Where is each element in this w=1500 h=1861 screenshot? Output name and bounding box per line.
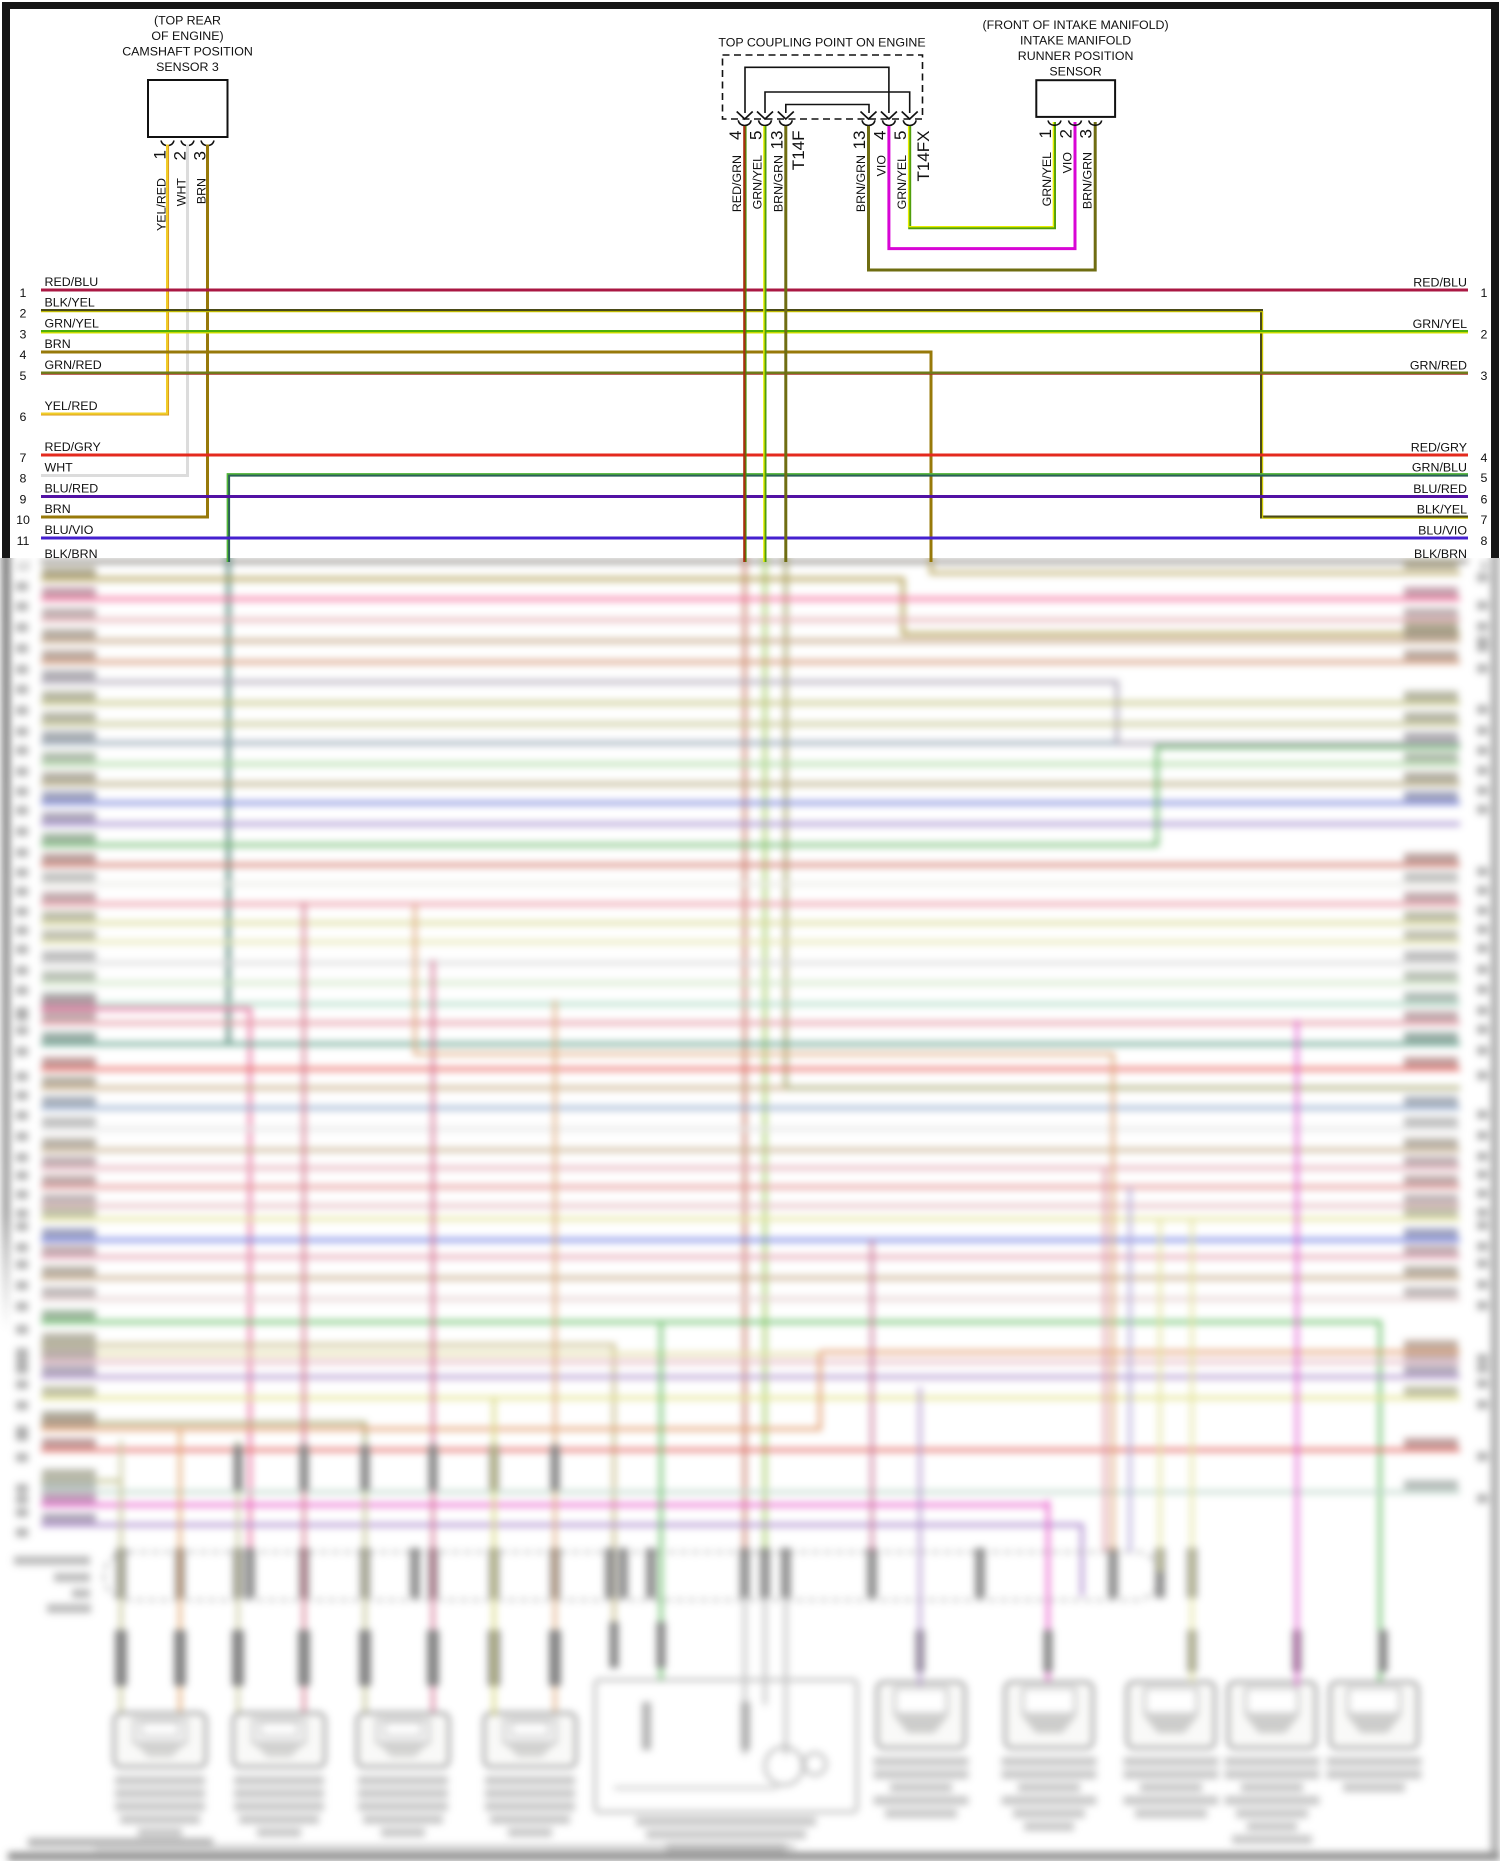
svg-text:VIO: VIO [1060,152,1074,174]
svg-text:INTAKE MANIFOLD: INTAKE MANIFOLD [1020,34,1131,48]
svg-text:3: 3 [20,328,27,342]
svg-text:BLU/VIO: BLU/VIO [45,523,94,537]
svg-text:(FRONT OF INTAKE MANIFOLD): (FRONT OF INTAKE MANIFOLD) [983,18,1169,32]
svg-text:BLK/BRN: BLK/BRN [1414,547,1467,561]
svg-text:BRN/GRN: BRN/GRN [1081,152,1095,209]
svg-text:3: 3 [1077,129,1096,138]
svg-text:BLU/RED: BLU/RED [1413,482,1467,496]
svg-text:9: 9 [1481,559,1488,573]
svg-text:TOP COUPLING POINT ON ENGINE: TOP COUPLING POINT ON ENGINE [718,36,925,50]
svg-text:2: 2 [171,151,190,160]
svg-text:GRN/YEL: GRN/YEL [1040,152,1054,207]
svg-text:8: 8 [1481,534,1488,548]
svg-text:GRN/BLU: GRN/BLU [1412,461,1467,475]
svg-text:9: 9 [20,493,27,507]
svg-text:2: 2 [1056,129,1075,138]
svg-text:7: 7 [1481,513,1488,527]
svg-text:SENSOR: SENSOR [1049,65,1101,79]
svg-text:BRN/GRN: BRN/GRN [771,155,785,212]
svg-text:7: 7 [20,451,27,465]
svg-text:BLK/YEL: BLK/YEL [45,296,95,310]
svg-text:RED/BLU: RED/BLU [45,275,99,289]
svg-text:WHT: WHT [45,461,74,475]
svg-text:12: 12 [16,559,30,573]
svg-text:5: 5 [891,131,910,140]
svg-text:RED/BLU: RED/BLU [1413,276,1467,290]
svg-text:RUNNER POSITION: RUNNER POSITION [1018,49,1134,63]
svg-text:1: 1 [20,286,27,300]
svg-text:VIO: VIO [874,155,888,177]
svg-text:10: 10 [16,513,30,527]
svg-text:GRN/YEL: GRN/YEL [895,155,909,210]
svg-text:2: 2 [20,307,27,321]
svg-text:4: 4 [20,348,27,362]
svg-text:11: 11 [17,534,30,548]
svg-text:BRN: BRN [195,178,209,204]
svg-text:WHT: WHT [175,178,189,207]
svg-text:6: 6 [1481,493,1488,507]
svg-text:5: 5 [1481,471,1488,485]
svg-text:5: 5 [747,131,766,140]
svg-text:1: 1 [1036,129,1055,138]
svg-text:1: 1 [151,150,170,159]
svg-text:4: 4 [726,131,745,140]
svg-text:13: 13 [767,131,786,150]
svg-text:8: 8 [20,472,27,486]
svg-text:6: 6 [20,410,27,424]
svg-text:BRN/GRN: BRN/GRN [854,155,868,212]
svg-text:4: 4 [870,131,889,140]
svg-text:BLU/VIO: BLU/VIO [1418,524,1467,538]
svg-text:3: 3 [191,151,210,160]
svg-text:GRN/YEL: GRN/YEL [751,155,765,210]
svg-text:RED/GRY: RED/GRY [45,440,101,454]
svg-text:3: 3 [1481,369,1488,383]
svg-text:BLK/BRN: BLK/BRN [45,547,98,561]
svg-text:BRN: BRN [45,337,71,351]
svg-text:2: 2 [1481,328,1488,342]
svg-text:CAMSHAFT POSITION: CAMSHAFT POSITION [122,45,253,59]
svg-text:5: 5 [20,369,27,383]
svg-text:GRN/YEL: GRN/YEL [1413,317,1468,331]
svg-text:(TOP REAR: (TOP REAR [154,14,221,28]
svg-text:BRN: BRN [45,502,71,516]
svg-text:GRN/RED: GRN/RED [45,358,102,372]
svg-text:1: 1 [1481,286,1488,300]
svg-text:T14FX: T14FX [914,131,933,182]
svg-text:T14F: T14F [789,131,808,171]
svg-text:GRN/RED: GRN/RED [1410,359,1467,373]
svg-text:YEL/RED: YEL/RED [45,399,98,413]
svg-text:OF ENGINE): OF ENGINE) [151,29,223,43]
svg-text:BLK/YEL: BLK/YEL [1417,503,1467,517]
svg-text:RED/GRY: RED/GRY [1411,441,1467,455]
svg-text:RED/GRN: RED/GRN [730,155,744,212]
svg-text:4: 4 [1481,451,1488,465]
svg-text:13: 13 [850,131,869,150]
svg-text:GRN/YEL: GRN/YEL [45,317,100,331]
svg-text:SENSOR 3: SENSOR 3 [156,60,219,74]
svg-text:BLU/RED: BLU/RED [45,482,99,496]
svg-text:YEL/RED: YEL/RED [155,178,169,231]
